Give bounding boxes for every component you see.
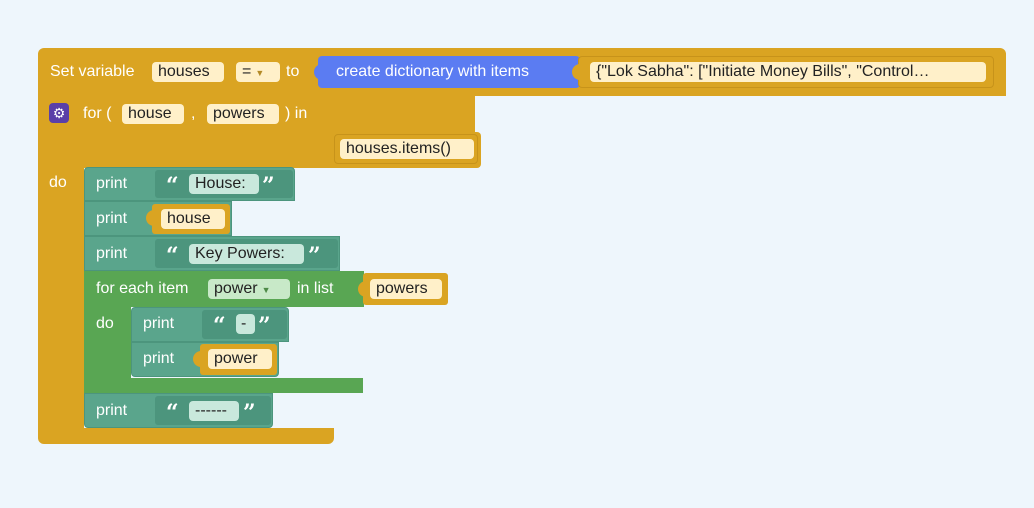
dictionary-input-notch: [314, 64, 322, 80]
string-value-field[interactable]: Key Powers:: [189, 244, 304, 264]
print-label: print: [96, 402, 128, 419]
for-var-house-field[interactable]: house: [122, 104, 184, 124]
variable-houses-field[interactable]: houses: [152, 62, 224, 82]
var-house-field[interactable]: house: [161, 209, 225, 229]
open-quote-icon: “: [213, 313, 226, 339]
iterable-notch: [325, 142, 333, 158]
string-value-field[interactable]: ------: [189, 401, 239, 421]
gear-icon[interactable]: ⚙: [49, 103, 69, 123]
dict-value-field[interactable]: {"Lok Sabha": ["Initiate Money Bills", "…: [590, 62, 986, 82]
chevron-down-icon: ▼: [261, 285, 271, 295]
set-variable-label: Set variable: [50, 63, 135, 80]
to-label: to: [286, 63, 300, 80]
list-var-powers-field[interactable]: powers: [370, 279, 442, 299]
open-quote-icon: “: [166, 400, 179, 426]
string-value-field[interactable]: -: [236, 314, 255, 334]
for-block-left-arm: [38, 168, 84, 430]
var-notch: [193, 351, 201, 367]
print-label: print: [143, 350, 175, 367]
for-comma-label: ,: [191, 105, 196, 122]
for-each-variable-label: power: [214, 280, 258, 297]
print-label: print: [96, 210, 128, 227]
operator-dropdown[interactable]: = ▼: [236, 62, 280, 82]
in-label: ) in: [285, 105, 308, 122]
for-each-variable-dropdown[interactable]: power ▼: [208, 279, 290, 299]
operator-label: =: [242, 63, 252, 80]
close-quote-icon: ”: [243, 400, 256, 426]
open-quote-icon: “: [166, 243, 179, 269]
for-each-bottom-bar: [84, 378, 363, 393]
chevron-down-icon: ▼: [255, 68, 265, 78]
print-label: print: [143, 315, 175, 332]
print-label: print: [96, 245, 128, 262]
create-dictionary-label: create dictionary with items: [336, 63, 529, 80]
print-label: print: [96, 175, 128, 192]
in-list-label: in list: [297, 280, 334, 297]
for-label: for (: [83, 105, 112, 122]
for-each-label: for each item: [96, 280, 189, 297]
var-power-field[interactable]: power: [208, 349, 272, 369]
for-var-powers-field[interactable]: powers: [207, 104, 279, 124]
create-dictionary-block[interactable]: [318, 56, 580, 88]
string-value-field[interactable]: House:: [189, 174, 259, 194]
var-notch: [146, 210, 154, 226]
close-quote-icon: ”: [308, 243, 321, 269]
dict-value-notch: [572, 64, 580, 80]
iterable-field[interactable]: houses.items(): [340, 139, 474, 159]
open-quote-icon: “: [166, 173, 179, 199]
for-do-label: do: [49, 174, 67, 191]
list-notch: [358, 281, 366, 297]
close-quote-icon: ”: [258, 313, 271, 339]
close-quote-icon: ”: [262, 173, 275, 199]
for-block-bottom-bar: [38, 428, 334, 444]
for-each-do-label: do: [96, 315, 114, 332]
